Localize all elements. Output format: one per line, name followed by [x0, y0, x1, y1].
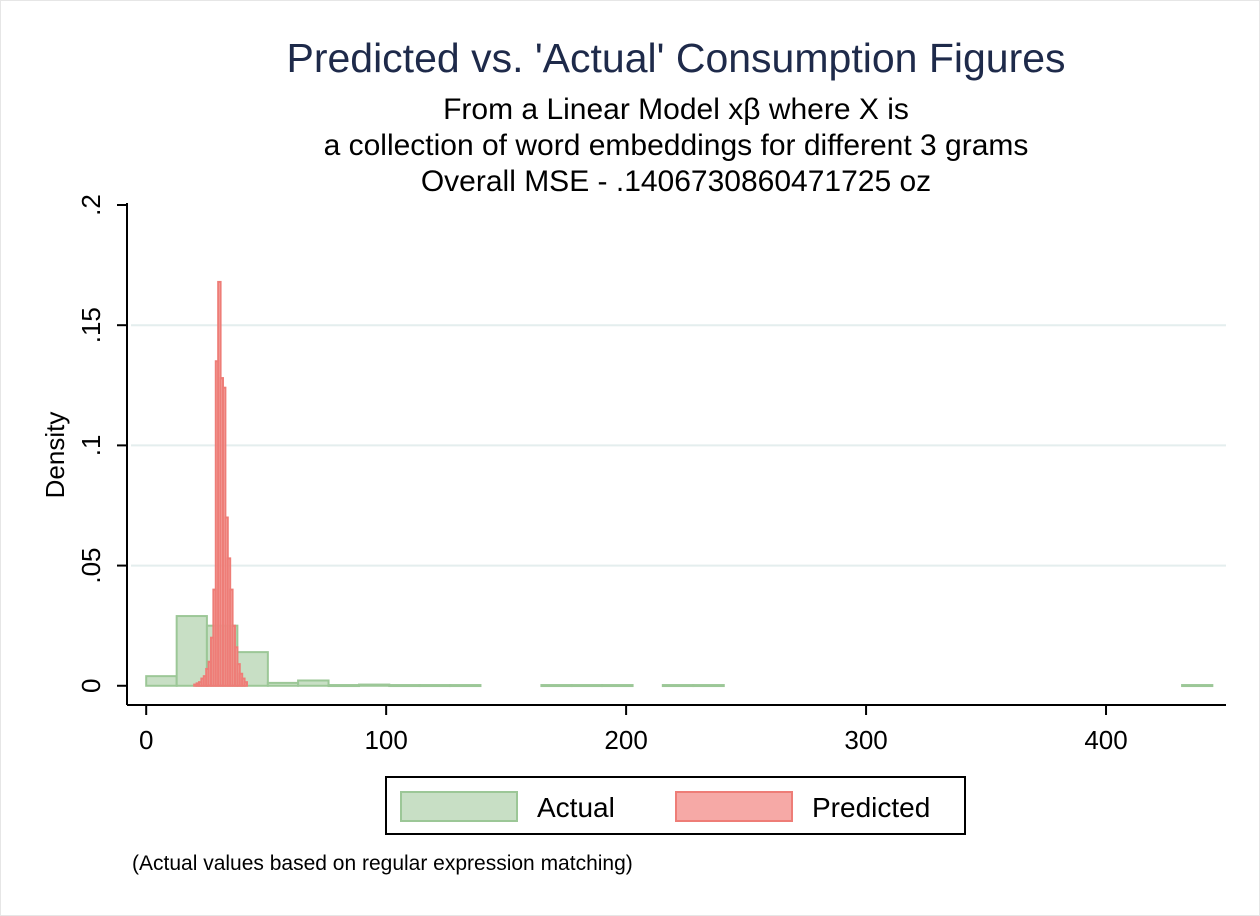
x-tick-label: 0: [139, 725, 153, 755]
histogram-bar: [145, 675, 178, 687]
histogram-bar: [570, 684, 604, 688]
x-tick-label: 200: [604, 725, 647, 755]
histogram-bar: [358, 683, 391, 687]
x-tick-label: 400: [1084, 725, 1127, 755]
histogram-bar: [243, 681, 248, 687]
x-tick-label: 300: [844, 725, 887, 755]
histogram-bar: [418, 684, 452, 688]
histogram-bar: [297, 679, 330, 687]
chart-note: (Actual values based on regular expressi…: [132, 852, 633, 875]
y-axis-label: Density: [40, 412, 70, 499]
gridlines: [131, 324, 1226, 567]
legend: Actual Predicted: [385, 776, 966, 835]
legend-label-actual: Actual: [537, 792, 615, 823]
chart-subtitle-line-2: a collection of word embeddings for diff…: [324, 129, 1029, 162]
axes: 0 .05 .1 .15 .2 0 100 200 300 400: [76, 194, 1226, 755]
histogram-bar: [1181, 684, 1214, 688]
y-tick-label: .05: [76, 547, 106, 583]
histogram-bar: [540, 684, 573, 688]
predicted-bars: [193, 280, 248, 687]
histogram-bar: [175, 615, 208, 687]
histogram-bar: [266, 681, 300, 687]
x-tick-label: 100: [364, 725, 407, 755]
histogram-bar: [692, 684, 725, 688]
histogram-bar: [449, 684, 482, 688]
legend-swatch-actual: [400, 791, 518, 822]
legend-swatch-predicted: [675, 791, 793, 822]
chart-subtitle-line-3: Overall MSE - .1406730860471725 oz: [421, 165, 931, 198]
histogram-bar: [327, 684, 361, 688]
actual-bars: [145, 615, 1214, 688]
chart-subtitle-line-1: From a Linear Model xβ where X is: [443, 93, 909, 126]
y-tick-label: 0: [76, 679, 106, 693]
histogram-bar: [388, 684, 421, 688]
y-tick-label: .2: [76, 194, 106, 216]
histogram-bar: [601, 684, 634, 688]
legend-label-predicted: Predicted: [812, 792, 930, 823]
histogram-bar: [661, 684, 695, 688]
y-tick-label: .1: [76, 435, 106, 457]
chart-title: Predicted vs. 'Actual' Consumption Figur…: [286, 35, 1065, 81]
y-tick-label: .15: [76, 307, 106, 343]
